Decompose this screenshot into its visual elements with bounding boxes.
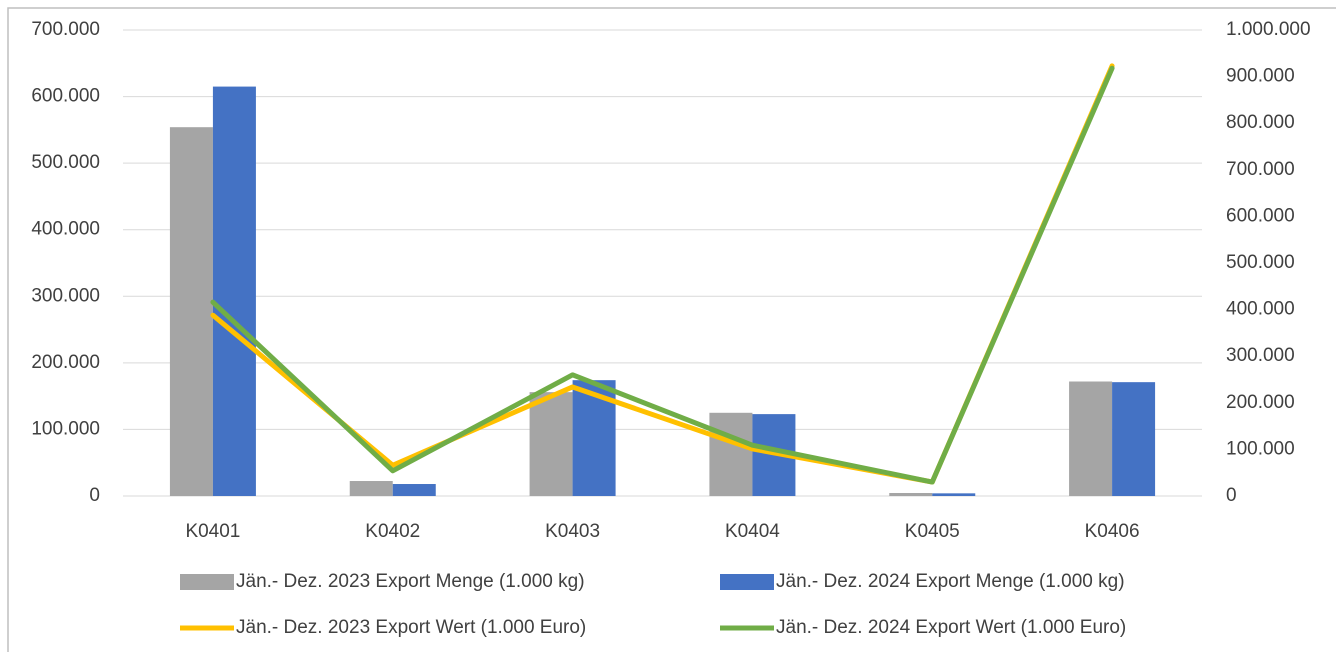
bar [889,493,933,496]
y2-tick-label: 600.000 [1226,205,1295,226]
x-tick-label: K0405 [905,521,960,542]
legend-label: Jän.- Dez. 2023 Export Menge (1.000 kg) [236,571,585,592]
legend-swatch [180,574,234,590]
y2-tick-label: 100.000 [1226,438,1295,459]
bar [392,484,436,496]
y-tick-label: 300.000 [31,285,100,306]
bar [932,493,976,496]
x-tick-label: K0406 [1085,521,1140,542]
y-tick-label: 500.000 [31,152,100,173]
x-tick-label: K0404 [725,521,780,542]
y2-tick-label: 300.000 [1226,345,1295,366]
bar [529,392,573,496]
y2-tick-label: 200.000 [1226,392,1295,413]
chart-border [7,7,1336,652]
y2-tick-label: 400.000 [1226,299,1295,320]
line [210,63,1115,485]
legend-label: Jän.- Dez. 2024 Export Wert (1.000 Euro) [776,617,1126,638]
legend-swatch [720,574,774,590]
x-tick-label: K0403 [545,521,600,542]
y2-tick-label: 700.000 [1226,159,1295,180]
bar [1112,382,1156,496]
legend-label: Jän.- Dez. 2023 Export Wert (1.000 Euro) [236,617,586,638]
y2-tick-label: 1.000.000 [1226,19,1311,40]
x-tick-label: K0402 [365,521,420,542]
y-tick-label: 400.000 [31,219,100,240]
legend-label: Jän.- Dez. 2024 Export Menge (1.000 kg) [776,571,1125,592]
y2-tick-label: 800.000 [1226,112,1295,133]
line [210,65,1115,485]
bar [709,412,753,496]
bar [212,86,256,496]
y-tick-label: 0 [89,485,100,506]
bar [169,127,213,497]
y-tick-label: 600.000 [31,86,100,107]
bar [1069,381,1113,496]
x-tick-label: K0401 [185,521,240,542]
y2-tick-label: 500.000 [1226,252,1295,273]
y-tick-label: 200.000 [31,352,100,373]
y2-tick-label: 0 [1226,485,1237,506]
y-tick-label: 100.000 [31,418,100,439]
bar [349,481,393,496]
y-tick-label: 700.000 [31,19,100,40]
y2-tick-label: 900.000 [1226,66,1295,87]
